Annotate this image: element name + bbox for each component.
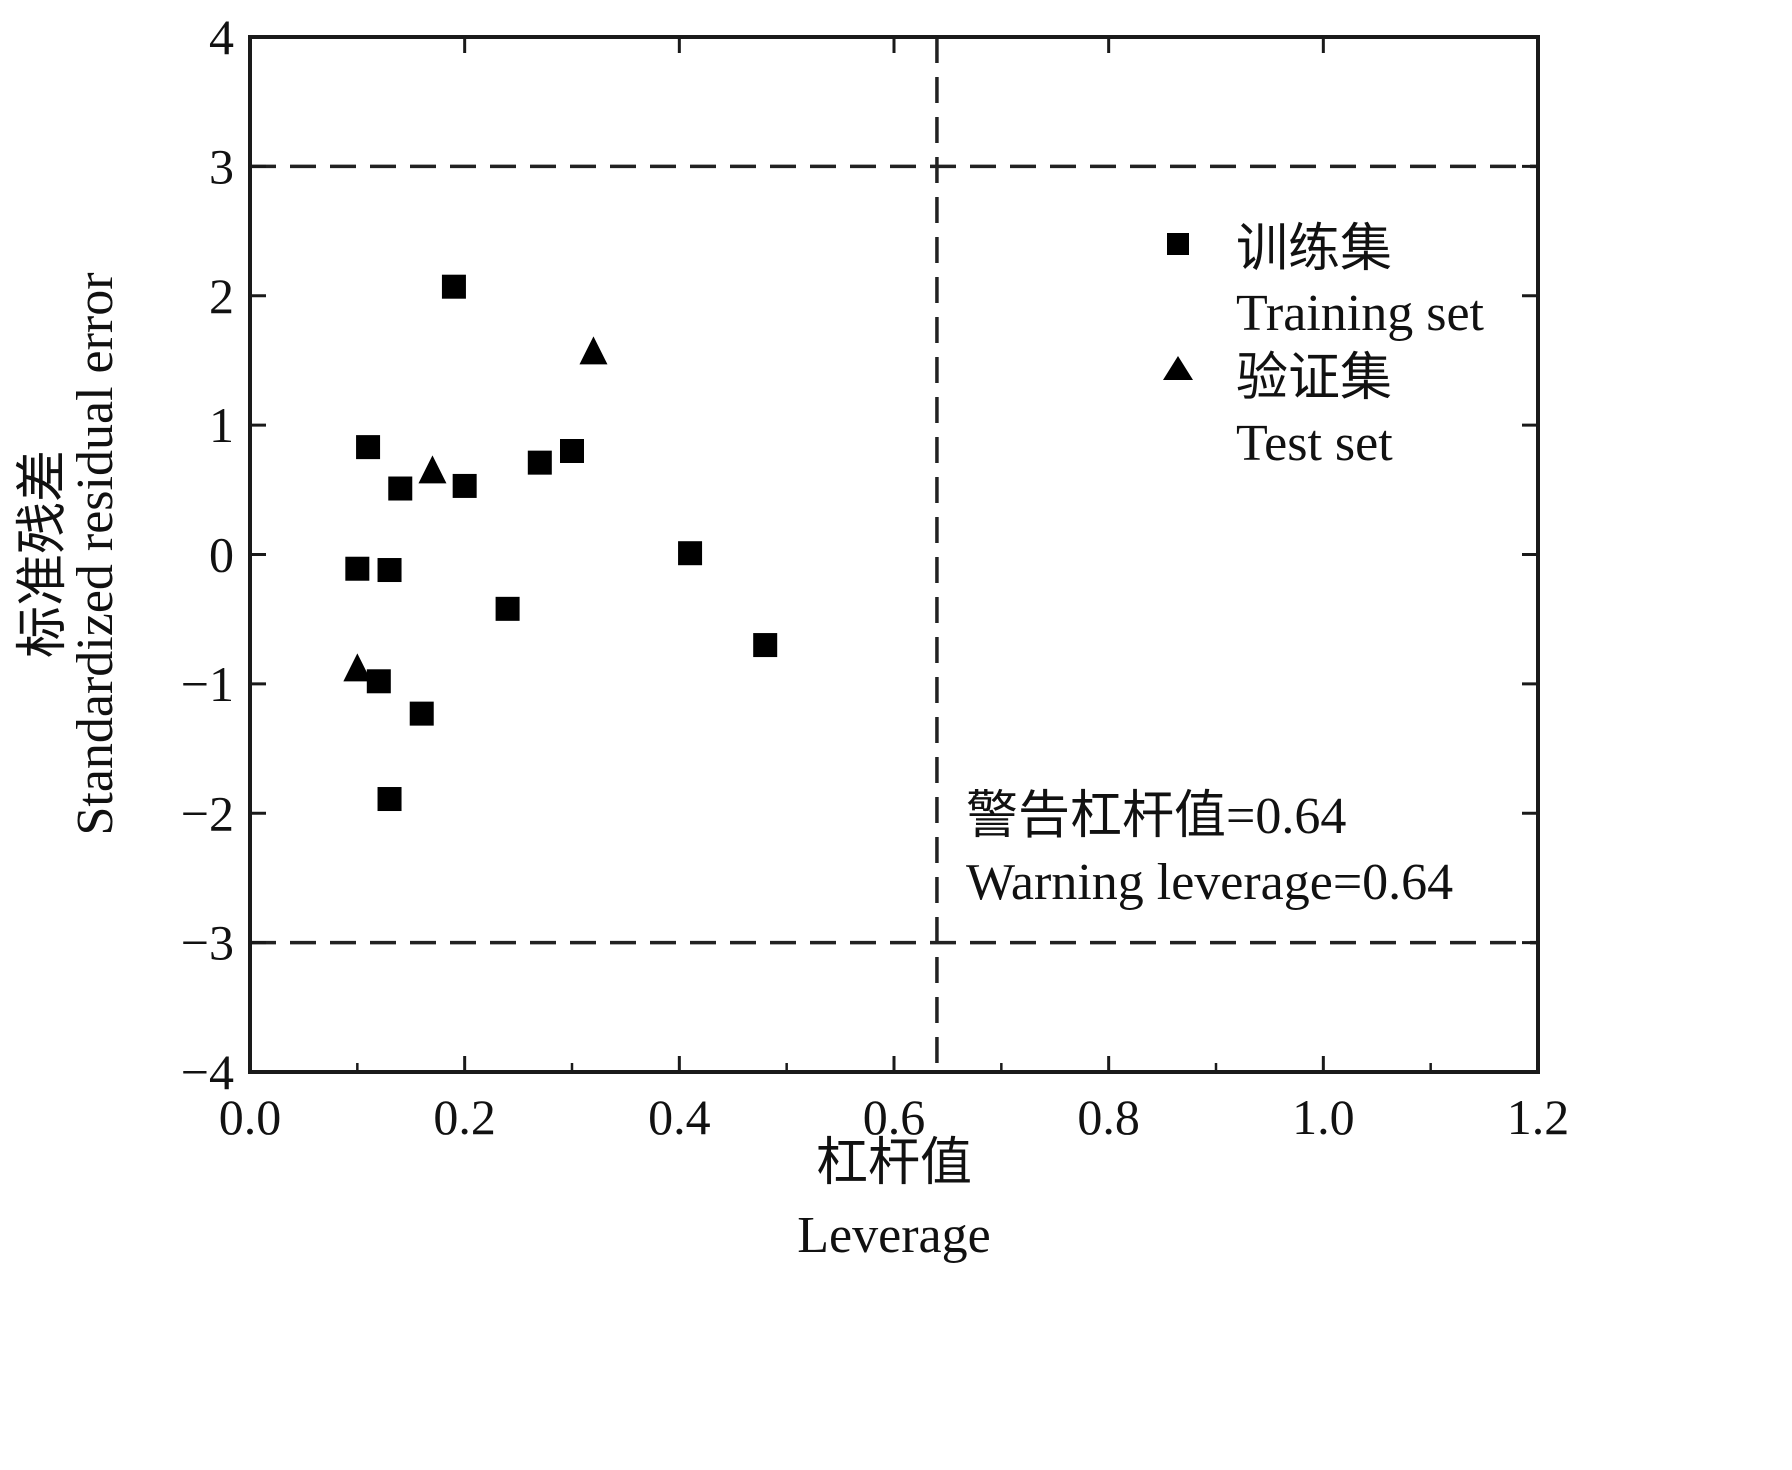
training-point [753,633,778,658]
legend-marker-test [1163,356,1193,380]
training-point [377,558,402,583]
x-tick-label: 0.8 [1077,1089,1140,1145]
y-tick-label: 0 [209,527,234,583]
x-axis-title-en: Leverage [797,1207,990,1264]
training-point [495,596,520,621]
legend-marker-training [1167,233,1189,255]
test-point [343,653,372,682]
test-point [579,336,608,365]
y-tick-label: −3 [181,915,234,971]
y-tick-label: 3 [209,138,234,194]
x-tick-label: 0.2 [433,1089,496,1145]
reference-lines [250,37,1538,1072]
training-point [527,450,552,475]
x-tick-label: 0.6 [863,1089,926,1145]
x-tick-label: 1.2 [1507,1089,1570,1145]
plot-frame [248,35,1540,1074]
legend-label-training-cn: 训练集 [1236,221,1392,278]
y-axis-title-cn: 标准残差 [15,450,72,658]
training-point [388,476,413,501]
y-tick-label: 1 [209,397,234,453]
training-point [452,473,477,498]
x-tick-label: 0.4 [648,1089,711,1145]
warning-leverage-label-en: Warning leverage=0.64 [966,854,1453,911]
y-tick-label: −4 [181,1044,234,1100]
training-point [377,787,402,812]
legend-label-training-en: Training set [1236,285,1485,342]
training-point [345,556,370,581]
warning-leverage-label-cn: 警告杠杆值=0.64 [966,788,1346,845]
data-markers [343,274,778,812]
y-tick-label: 2 [209,268,234,324]
y-tick-label: 4 [209,9,234,65]
y-tick-label: −2 [181,785,234,841]
y-axis-title-en: Standardized residual error [67,272,124,835]
training-point [678,541,703,566]
x-axis-title-cn: 杠杆值 [816,1135,972,1192]
test-point [418,455,447,484]
legend-label-test-en: Test set [1236,415,1393,472]
x-tick-label: 1.0 [1292,1089,1355,1145]
training-point [560,439,584,463]
training-point [356,435,381,460]
tick-labels: 0.0 0.2 0.4 0.6 0.8 1.0 1.2 4 3 2 1 0 −1 −2 −3 −4 [181,9,1569,1145]
y-tick-label: −1 [181,656,234,712]
training-point [441,274,466,299]
training-point [409,701,434,726]
axis-ticks [248,35,1540,1074]
x-tick-label: 0.0 [219,1089,282,1145]
legend-label-test-cn: 验证集 [1236,350,1392,407]
legend: 训练集 Training set 验证集 Test set [1163,221,1485,472]
